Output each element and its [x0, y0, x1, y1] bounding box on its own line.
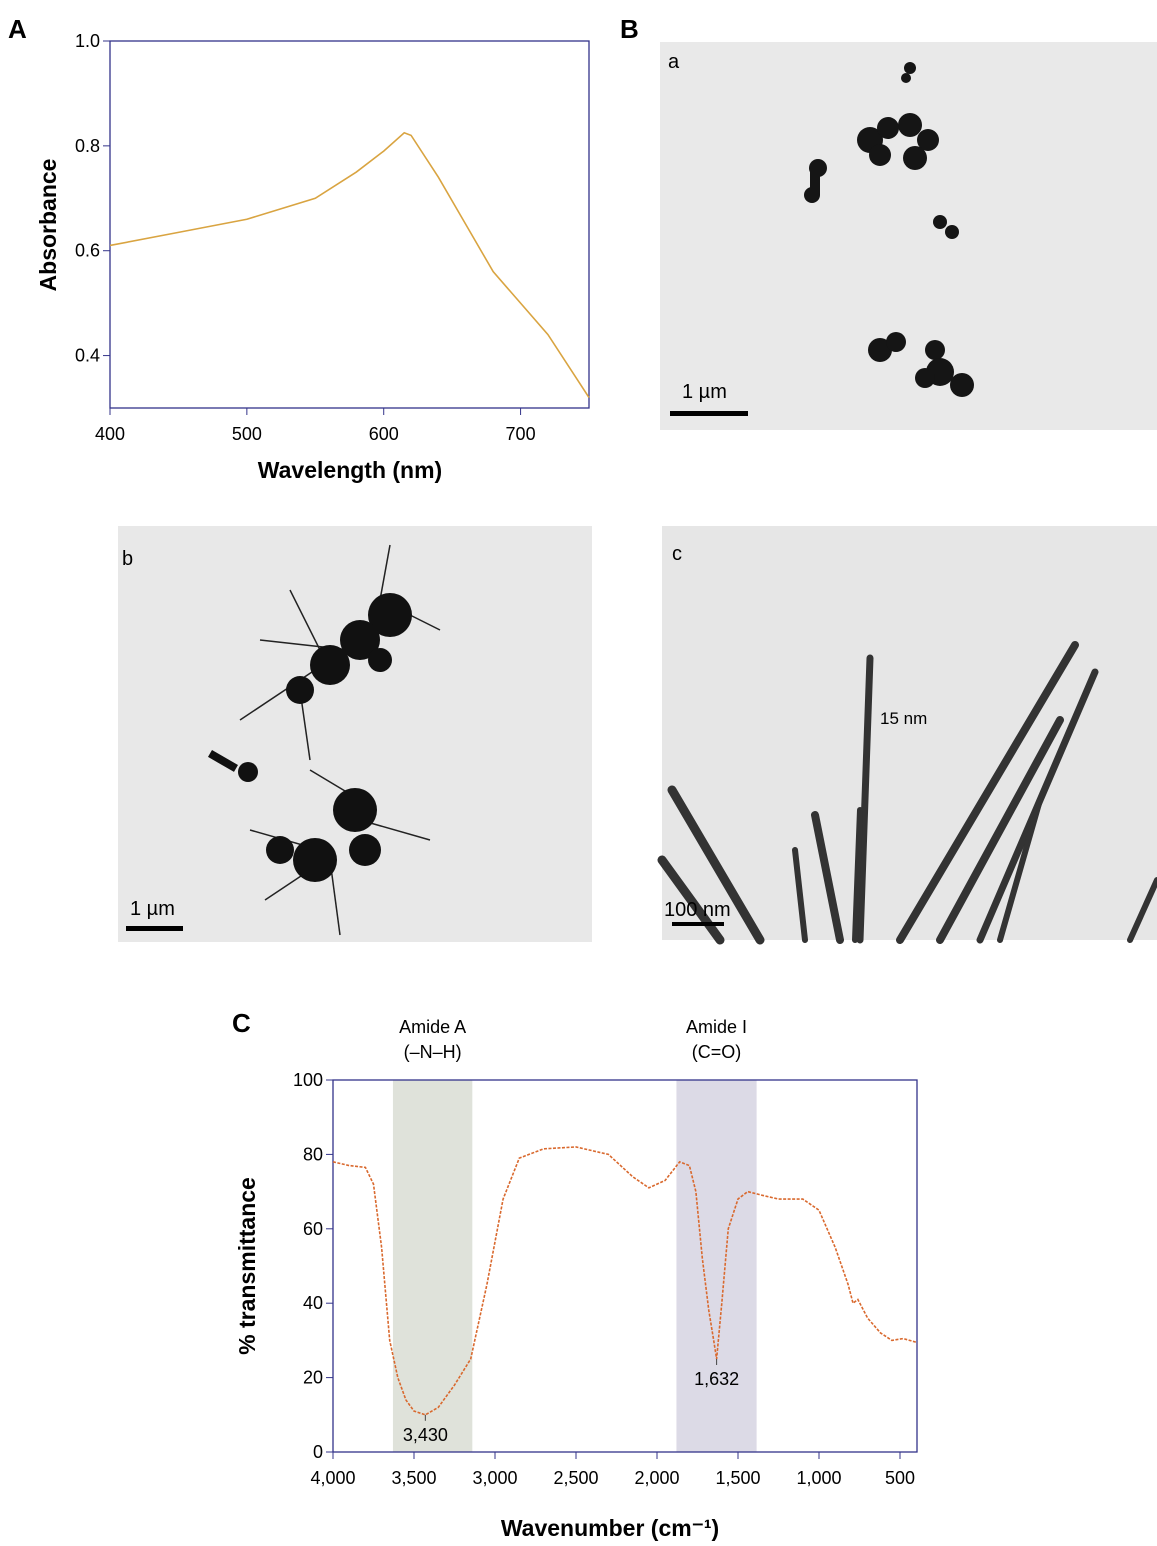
band-label: Amide A: [399, 1017, 466, 1037]
y-tick-label: 60: [303, 1219, 323, 1239]
scale-bar-label: 100 nm: [664, 899, 731, 921]
peak-label: 3,430: [403, 1425, 448, 1445]
data-line: [332, 1146, 917, 1416]
x-tick-label: 700: [506, 424, 536, 444]
y-tick-label: 0: [313, 1442, 323, 1462]
tem-image-c: c 100 nm 15 nm: [657, 526, 1157, 945]
x-tick-label: 4,000: [310, 1468, 355, 1488]
x-tick-label: 400: [95, 424, 125, 444]
y-tick-label: 0.6: [75, 241, 100, 261]
x-tick-label: 500: [232, 424, 262, 444]
x-axis-title: Wavenumber (cm⁻¹): [501, 1515, 719, 1541]
data-line: [109, 131, 590, 398]
plot-frame: [332, 1079, 918, 1453]
y-tick-label: 0.8: [75, 136, 100, 156]
image-label: b: [122, 548, 133, 570]
y-axis-title: % transmittance: [234, 1177, 260, 1355]
x-tick-label: 1,500: [715, 1468, 760, 1488]
y-tick-label: 40: [303, 1293, 323, 1313]
panel-label: B: [620, 14, 639, 44]
scale-bar-label: 1 µm: [682, 381, 727, 403]
y-tick-label: 100: [293, 1070, 323, 1090]
y-tick-label: 0.4: [75, 346, 100, 366]
x-tick-label: 1,000: [796, 1468, 841, 1488]
x-tick-label: 3,500: [391, 1468, 436, 1488]
image-label: a: [668, 51, 680, 73]
image-annotation: 15 nm: [880, 709, 927, 728]
x-tick-label: 500: [885, 1468, 915, 1488]
band-label: Amide I: [686, 1017, 747, 1037]
plot-frame: [109, 40, 590, 409]
y-axis-title: Absorbance: [35, 159, 61, 292]
x-tick-label: 3,000: [472, 1468, 517, 1488]
x-axis-title: Wavelength (nm): [258, 457, 442, 483]
peak-label: 1,632: [694, 1369, 739, 1389]
x-tick-label: 2,500: [553, 1468, 598, 1488]
x-tick-label: 600: [369, 424, 399, 444]
scale-bar-label: 1 µm: [130, 898, 175, 920]
x-tick-label: 2,000: [634, 1468, 679, 1488]
band: [676, 1080, 757, 1452]
panel-label: C: [232, 1008, 251, 1038]
tem-image-a: a 1 µm: [660, 42, 1157, 430]
image-label: c: [672, 543, 682, 565]
tem-image-b: b 1 µm: [118, 526, 592, 942]
y-tick-label: 20: [303, 1368, 323, 1388]
band-sublabel: (–N–H): [404, 1042, 462, 1062]
band-sublabel: (C=O): [692, 1042, 742, 1062]
y-tick-label: 80: [303, 1144, 323, 1164]
y-tick-label: 1.0: [75, 31, 100, 51]
panel-label: A: [8, 14, 27, 44]
band: [392, 1080, 473, 1452]
